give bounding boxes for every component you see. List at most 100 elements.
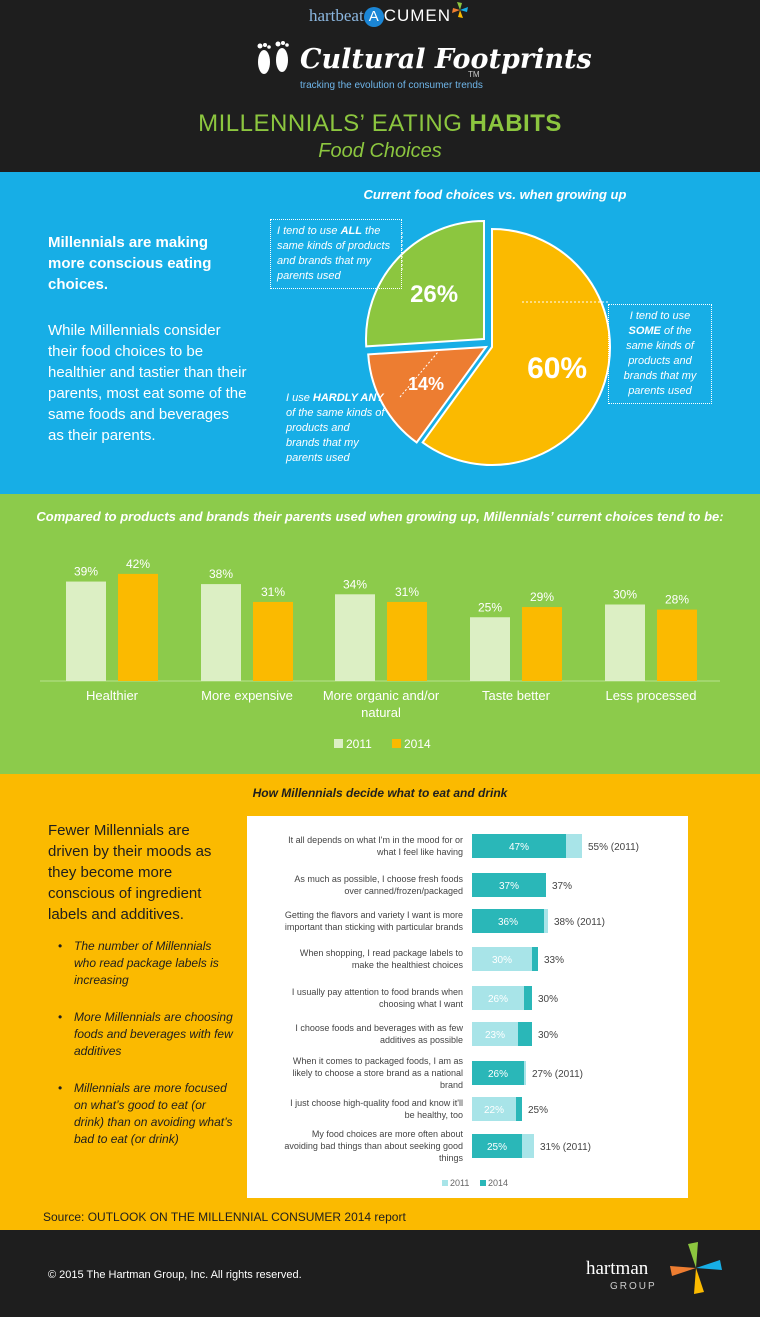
hbar-category-label: likely to choose a store brand as a nati… — [292, 1068, 463, 1078]
hbar-outer-label: 55% (2011) — [588, 842, 639, 853]
hbar-category-label: what I feel like having — [376, 847, 463, 857]
callout-all-same: I tend to use ALL the same kinds of prod… — [270, 219, 402, 289]
hbar-inner-label: 23% — [485, 1030, 505, 1041]
category-label: natural — [361, 705, 401, 720]
hbar-inner-label: 36% — [498, 917, 518, 928]
hbar — [472, 834, 566, 858]
callout-bold: SOME — [628, 325, 661, 337]
hbar-outer-label: 31% (2011) — [540, 1142, 591, 1153]
bar-value-label: 29% — [530, 590, 554, 604]
legend-label: 2014 — [404, 737, 431, 751]
section1-headline: Millennials are making more conscious ea… — [48, 234, 212, 293]
hbar-inner-label: 22% — [484, 1105, 504, 1116]
bar-value-label: 31% — [261, 585, 285, 599]
page-title: MILLENNIALS’ EATING HABITS — [0, 110, 760, 138]
callout-hardly-any: I use HARDLY ANY of the same kinds of pr… — [280, 387, 392, 470]
bar — [470, 617, 510, 681]
hbar-category-label: As much as possible, I choose fresh food… — [294, 874, 463, 884]
trademark: TM — [468, 70, 480, 79]
series-tagline: tracking the evolution of consumer trend… — [300, 80, 483, 91]
company-sub: GROUP — [610, 1281, 657, 1292]
source-note: Source: OUTLOOK ON THE MILLENNIAL CONSUM… — [43, 1210, 406, 1224]
hbar-inner-label: 30% — [492, 955, 512, 966]
hbar-chart: 47% 55% (2011) It all depends on what I'm … — [247, 816, 688, 1198]
category-label: Less processed — [605, 688, 696, 703]
hbar-outer-label: 25% — [528, 1105, 548, 1116]
legend-label: 2014 — [488, 1178, 508, 1188]
hbar-category-label: Getting the flavors and variety I want i… — [285, 910, 463, 920]
hbar — [472, 873, 546, 897]
hbar-category-label: be healthy, too — [405, 1110, 463, 1120]
footprints-icon — [257, 41, 289, 74]
hbar-category-label: I just choose high-quality food and know… — [290, 1098, 463, 1108]
bar-chart: 39% 42% Healthier 38% 31% More expensive 34% 31… — [40, 557, 720, 751]
copyright: © 2015 The Hartman Group, Inc. All right… — [48, 1269, 302, 1281]
bar — [387, 601, 427, 681]
hbar-category-label: avoiding bad things than about seeking g… — [284, 1141, 463, 1151]
pie-slice — [365, 219, 485, 348]
company-name: hartman — [586, 1258, 649, 1279]
bar-value-label: 34% — [343, 577, 367, 591]
bar — [335, 594, 375, 681]
hbar-inner-label: 26% — [488, 994, 508, 1005]
pie-slice-label: 14% — [408, 374, 444, 394]
hbar-category-label: I choose foods and beverages with as few — [295, 1023, 463, 1033]
hbar-outer-label: 38% (2011) — [554, 917, 605, 928]
pie-slice — [421, 227, 611, 466]
pie-slice-label: 60% — [527, 352, 587, 385]
bar — [66, 581, 106, 681]
callout-bold: HARDLY ANY — [312, 392, 384, 404]
bullet-item: Millennials are more focused on what’s g… — [58, 1080, 236, 1148]
bullet-item: More Millennials are choosing foods and … — [58, 1009, 236, 1060]
footer — [0, 1230, 760, 1317]
hbar-inner-label: 37% — [499, 881, 519, 892]
hbar-outer-label: 33% — [544, 955, 564, 966]
hbar-category-label: over canned/frozen/packaged — [344, 886, 463, 896]
legend-swatch — [392, 739, 401, 748]
bar — [522, 607, 562, 681]
hbar-category-label: When it comes to packaged foods, I am as — [293, 1056, 464, 1066]
hbar-category-label: things — [439, 1153, 464, 1163]
pie-slice — [367, 345, 489, 444]
hbar-category-label: I usually pay attention to food brands w… — [292, 987, 463, 997]
page-subtitle: Food Choices — [318, 140, 442, 162]
bar — [253, 601, 293, 681]
legend-swatch — [334, 739, 343, 748]
bar — [605, 604, 645, 681]
bar-value-label: 31% — [395, 585, 419, 599]
legend-label: 2011 — [450, 1178, 469, 1188]
pie-chart-title: Current food choices vs. when growing up — [363, 187, 627, 202]
callout-text: of the same kinds of products and brands… — [286, 407, 385, 464]
legend-swatch — [480, 1180, 486, 1186]
callout-text: of the same kinds of products and brands… — [623, 325, 697, 397]
bar-value-label: 42% — [126, 557, 150, 571]
brand-logo: hartbeat A CUMEN — [0, 6, 760, 28]
bar — [657, 609, 697, 681]
hbar-outer-label: 37% — [552, 881, 572, 892]
legend-swatch — [442, 1180, 448, 1186]
bar — [201, 584, 241, 681]
hbar-inner-label: 26% — [488, 1069, 508, 1080]
hbar — [472, 909, 544, 933]
pinwheel-logo-icon — [670, 1242, 722, 1294]
legend-label: 2011 — [346, 737, 372, 751]
category-label: Healthier — [86, 688, 139, 703]
category-label: More expensive — [201, 688, 293, 703]
hbar-category-label: make the healthiest choices — [352, 960, 464, 970]
section3-bullets: The number of Millennials who read packa… — [58, 938, 236, 1168]
hbar-outer-label: 30% — [538, 994, 558, 1005]
hbar-category-label: brand — [440, 1080, 463, 1090]
bar-chart-title: Compared to products and brands their pa… — [36, 509, 724, 524]
pie-slice-label: 26% — [410, 281, 458, 308]
callout-text: I tend to use — [277, 225, 341, 237]
pinwheel-small-icon — [452, 2, 468, 18]
brand-name-right: CUMEN — [383, 6, 452, 25]
hbar-category-label: important than sticking with particular … — [285, 922, 464, 932]
callout-bold: ALL — [340, 225, 362, 237]
category-label: More organic and/or — [323, 688, 440, 703]
brand-name-left: hartbeat — [308, 6, 364, 25]
hbar-inner-label: 25% — [487, 1142, 507, 1153]
title-main: MILLENNIALS’ EATING — [198, 110, 470, 137]
bar-value-label: 25% — [478, 600, 502, 614]
hbar-category-label: choosing what I want — [379, 999, 464, 1009]
